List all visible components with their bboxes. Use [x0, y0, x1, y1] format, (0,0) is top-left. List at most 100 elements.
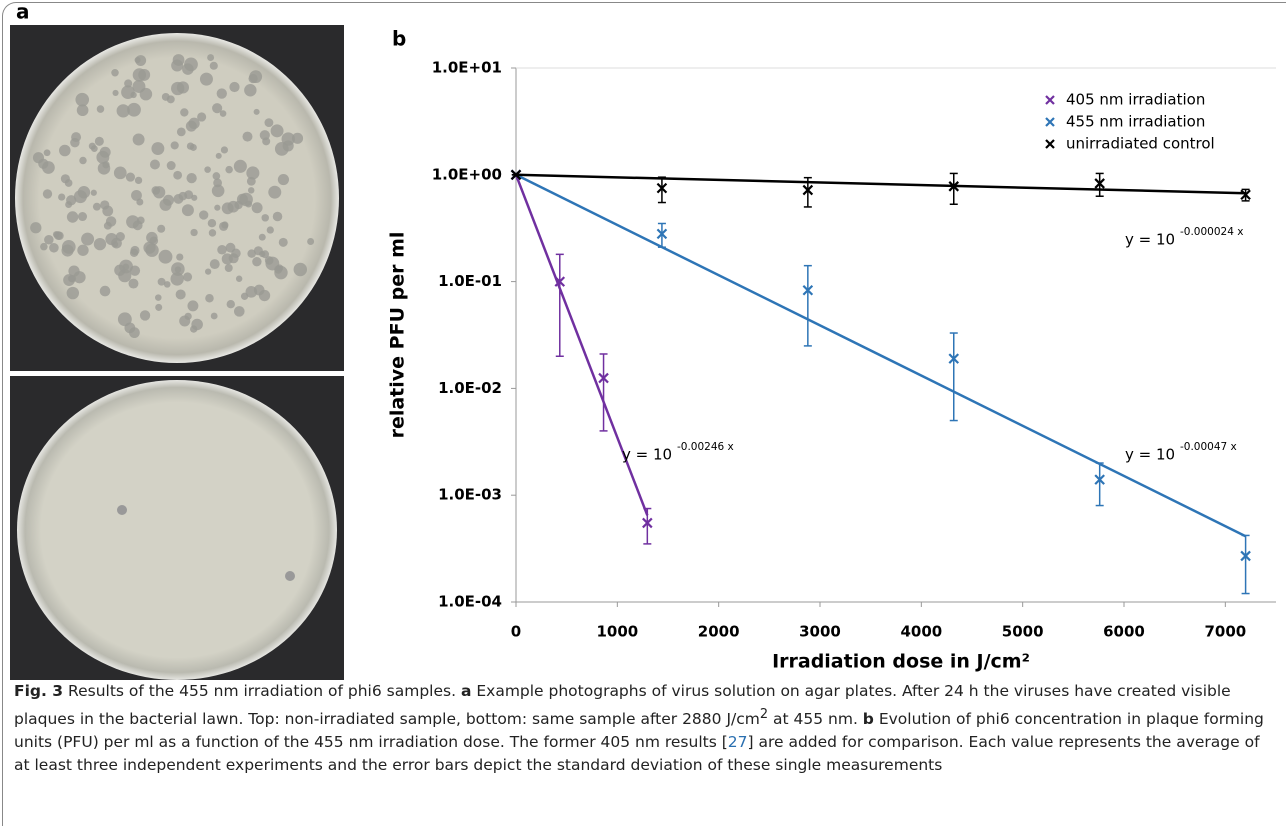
- plaque: [204, 166, 211, 173]
- plaque: [205, 293, 214, 303]
- plaque: [221, 202, 234, 215]
- plaque: [226, 300, 235, 309]
- fit-equation: y = 10: [1125, 231, 1175, 249]
- plaque: [190, 228, 198, 237]
- plaque: [128, 278, 139, 289]
- data-point: [1094, 178, 1105, 189]
- plaque: [246, 166, 260, 180]
- plaque: [245, 286, 258, 298]
- plaque: [117, 505, 127, 515]
- plaque: [111, 68, 119, 77]
- plaque: [274, 142, 289, 156]
- plaque: [220, 146, 229, 154]
- citation-link[interactable]: 27: [727, 733, 748, 752]
- plaque: [175, 289, 186, 300]
- data-point: [656, 228, 668, 240]
- data-point: [1240, 189, 1251, 201]
- plaque: [270, 124, 284, 138]
- plaque: [44, 234, 54, 245]
- plaque: [61, 244, 74, 257]
- plaque: [181, 204, 194, 217]
- plaque: [209, 61, 218, 70]
- plaque: [258, 289, 271, 302]
- plaque: [129, 248, 139, 257]
- plaque: [64, 179, 73, 187]
- y-tick-label: 1.0E-01: [438, 272, 502, 290]
- caption: Fig. 3 Results of the 455 nm irradiation…: [14, 680, 1276, 777]
- plaque: [259, 130, 270, 141]
- plaque: [229, 81, 240, 93]
- caption-text: at 455 nm.: [768, 710, 863, 729]
- caption-text: Evolution of phi6 concentration in plaqu…: [14, 710, 1264, 752]
- data-point: [510, 169, 522, 181]
- legend-marker: [1045, 139, 1055, 149]
- plaque: [102, 161, 110, 169]
- plaque: [132, 133, 145, 146]
- plaque: [134, 57, 141, 64]
- plaque: [30, 222, 42, 234]
- y-tick-label: 1.0E-02: [438, 379, 502, 397]
- plaque: [155, 294, 162, 301]
- plaque: [113, 166, 127, 180]
- data-point: [802, 284, 814, 296]
- plaque: [272, 211, 283, 222]
- legend-label: unirradiated control: [1066, 135, 1215, 153]
- plaque: [100, 200, 110, 210]
- plaque: [88, 142, 96, 150]
- plaque: [264, 118, 274, 128]
- plaque: [252, 257, 262, 267]
- plaque: [291, 132, 304, 144]
- plaque: [258, 233, 266, 241]
- x-tick-label: 4000: [900, 623, 942, 641]
- x-tick-label: 1000: [596, 623, 638, 641]
- x-tick-label: 6000: [1103, 623, 1145, 641]
- plaque: [215, 152, 222, 159]
- plaque: [155, 303, 163, 311]
- data-point: [656, 182, 668, 194]
- plaque: [127, 102, 141, 117]
- fit-exponent: -0.00246 x: [677, 441, 734, 453]
- x-tick-label: 7000: [1204, 623, 1246, 641]
- legend-label: 455 nm irradiation: [1066, 113, 1205, 131]
- data-point: [1094, 474, 1105, 485]
- agar-plate: [17, 380, 337, 680]
- plaque: [151, 142, 165, 155]
- data-point: [948, 353, 960, 364]
- plaque: [210, 312, 218, 320]
- plaque: [251, 202, 263, 214]
- plaque: [81, 232, 95, 246]
- plaque: [199, 210, 209, 220]
- plaque: [179, 315, 191, 327]
- plaque: [125, 172, 135, 182]
- y-axis-title: relative PFU per ml: [387, 232, 409, 439]
- fit-line: [515, 173, 1246, 195]
- panel-ref: b: [862, 710, 874, 729]
- plaque: [207, 218, 217, 228]
- plaque: [66, 286, 80, 300]
- plaque: [225, 165, 233, 174]
- plaque: [221, 221, 229, 229]
- plaque: [173, 170, 183, 180]
- plaque: [233, 159, 247, 173]
- plaque: [219, 110, 227, 117]
- plaque: [189, 143, 197, 151]
- plaque: [187, 300, 199, 312]
- plaque: [116, 104, 130, 118]
- plaque: [211, 184, 225, 198]
- plaque: [217, 244, 227, 255]
- fit-equation: y = 10: [622, 446, 672, 464]
- plaque: [126, 215, 140, 229]
- y-tick-label: 1.0E-03: [438, 486, 502, 504]
- plaque: [274, 265, 288, 280]
- plaque: [166, 161, 176, 171]
- plaque: [244, 84, 257, 97]
- plaque: [191, 194, 198, 201]
- plaque: [114, 264, 126, 276]
- plaque: [59, 144, 71, 157]
- plaque: [92, 202, 101, 211]
- plaque: [139, 87, 153, 101]
- plaque: [136, 198, 144, 206]
- plaque: [163, 281, 171, 288]
- plaque: [209, 259, 220, 270]
- plaque: [55, 231, 64, 241]
